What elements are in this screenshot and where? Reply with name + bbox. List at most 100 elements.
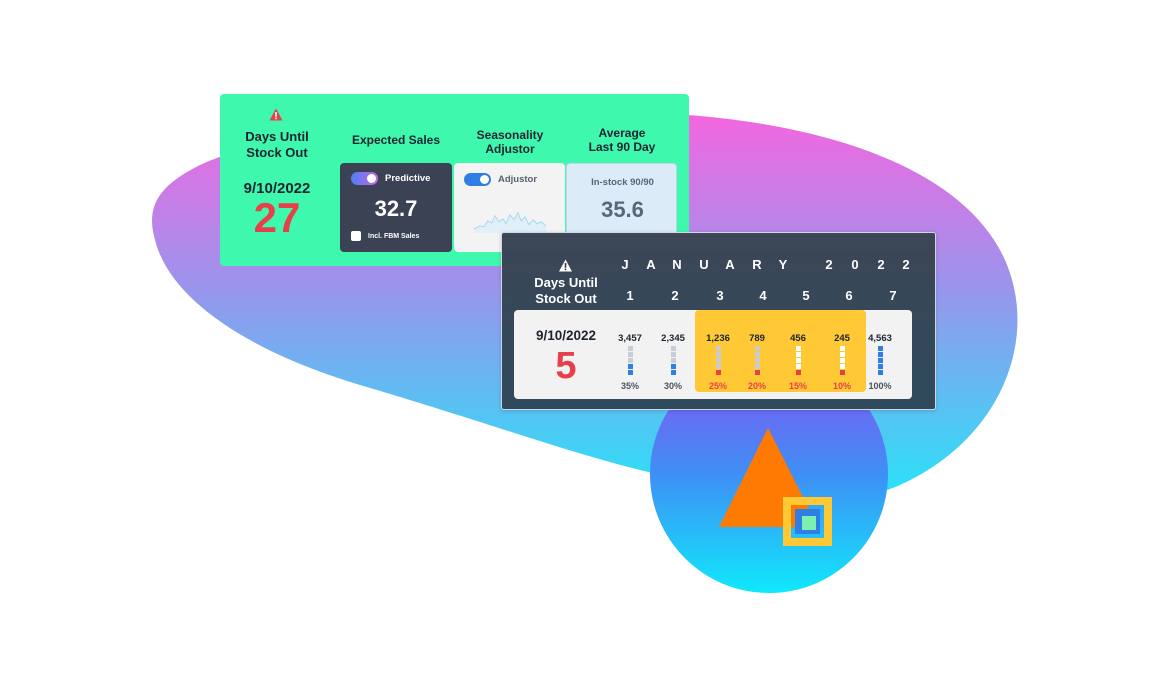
stock-level-bar [878,346,883,376]
bar-segment [796,358,801,363]
bar-segment [671,346,676,351]
title-line: Days Until [534,275,598,290]
stock-level-bar [755,346,760,376]
calendar-day-panel: 9/10/2022 5 3,457 35% 2,345 30% 1,236 25% 789 2… [514,310,912,399]
bar-segment [755,364,760,369]
month-letter: A [646,257,656,272]
bar-segment [671,358,676,363]
bar-segment [628,370,633,375]
year-digit: 2 [902,257,910,272]
title-line: Average [598,126,646,140]
stock-level-bar [671,346,676,376]
stockout-date: 9/10/2022 [243,180,311,197]
title-line: Stock Out [246,145,308,160]
expected-sales-panel: Predictive 32.7 Incl. FBM Sales [340,163,452,252]
month-letter: R [752,257,762,272]
bar-segment [840,346,845,351]
year-digit: 2 [825,257,833,272]
bar-segment [716,364,721,369]
stockout-calendar-card: Days Until Stock Out J A N U A R Y 2 0 2… [501,232,936,410]
expected-sales-value: 32.7 [374,196,418,221]
bar-segment [628,346,633,351]
day-percent: 15% [788,381,807,391]
days-until-value: 27 [253,194,301,241]
predictive-label: Predictive [385,173,431,184]
seasonality-title: Seasonality Adjustor [453,128,567,156]
day-percent: 20% [747,381,766,391]
month-letter: U [699,257,709,272]
bar-segment [671,370,676,375]
adjustor-label: Adjustor [498,174,538,185]
incl-fbm-label: Incl. FBM Sales [368,233,420,240]
stockout-date: 9/10/2022 [535,328,597,343]
month-letter: A [725,257,735,272]
day-number: 4 [759,288,767,303]
month-letter: N [672,257,682,272]
low-stock-highlight [695,310,866,392]
bar-segment [671,352,676,357]
bar-segment [755,352,760,357]
month-letter: J [621,257,629,272]
expected-sales-title: Expected Sales [351,133,441,147]
bar-segment [796,370,801,375]
bar-segment [878,364,883,369]
seasonality-sparkline [474,211,546,233]
stock-level-bar [840,346,845,376]
title-line: Last 90 Day [588,140,656,154]
days-until-value: 5 [555,345,577,387]
day-percent: 25% [708,381,727,391]
bar-segment [878,370,883,375]
title-line: Stock Out [535,291,597,306]
day-value: 2,345 [661,333,685,344]
day-number: 7 [889,288,897,303]
bar-segment [755,358,760,363]
stock-level-bar [628,346,633,376]
day-number: 2 [671,288,679,303]
title-line: Seasonality [476,128,544,142]
year-digit: 0 [851,257,859,272]
day-value: 245 [834,333,850,344]
day-percent: 35% [620,381,639,391]
warning-triangle-icon [269,108,283,121]
days-until-stockout-title: Days Until Stock Out [230,129,324,161]
bar-segment [840,364,845,369]
inner-mint-square [802,516,816,530]
title-line: Adjustor [485,142,535,156]
day-value: 1,236 [706,333,730,344]
bar-segment [878,358,883,363]
day-number: 5 [802,288,810,303]
bar-segment [716,346,721,351]
year-digit: 2 [877,257,885,272]
day-percent: 100% [868,381,892,391]
incl-fbm-checkbox[interactable] [351,231,361,241]
day-value: 456 [790,333,806,344]
bar-segment [716,352,721,357]
average-value: 35.6 [601,197,644,222]
day-value: 4,563 [868,333,892,344]
bar-segment [628,364,633,369]
toggle-knob [367,174,376,183]
day-number: 1 [626,288,634,303]
average-title: Average Last 90 Day [566,126,678,154]
bar-segment [840,358,845,363]
bar-segment [796,352,801,357]
bar-segment [628,358,633,363]
bar-segment [628,352,633,357]
day-percent: 30% [663,381,682,391]
bar-segment [796,364,801,369]
days-until-stockout-title: Days Until Stock Out [518,275,614,307]
bar-segment [671,364,676,369]
predictive-toggle[interactable] [351,172,378,185]
title-line: Days Until [245,129,309,144]
day-percent: 10% [832,381,851,391]
bar-segment [716,370,721,375]
bar-segment [716,358,721,363]
stock-level-bar [796,346,801,376]
day-value: 789 [749,333,765,344]
toggle-knob [480,175,489,184]
bar-segment [840,370,845,375]
yellow-square-outline [783,497,832,546]
bar-segment [796,346,801,351]
instock-label: In-stock 90/90 [591,177,654,188]
adjustor-toggle[interactable] [464,173,491,186]
